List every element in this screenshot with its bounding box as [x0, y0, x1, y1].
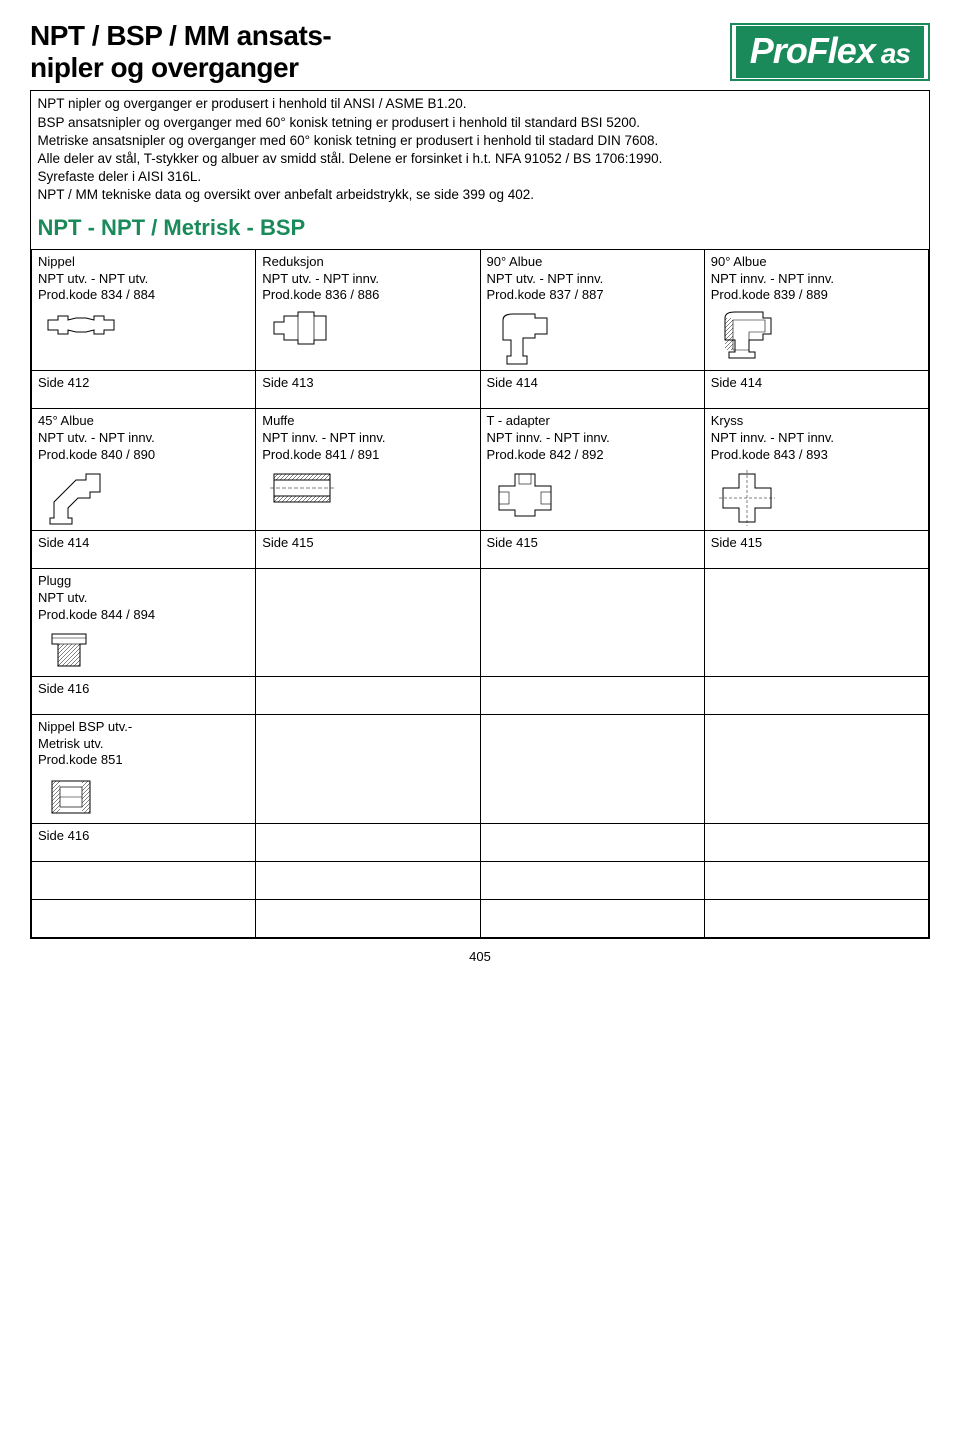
product-title: Muffe	[262, 413, 473, 430]
product-title: Nippel	[38, 254, 249, 271]
product-cell: Muffe NPT innv. - NPT innv. Prod.kode 84…	[256, 409, 480, 531]
nippel-icon	[46, 310, 116, 340]
product-sub2: Prod.kode 836 / 886	[262, 287, 473, 304]
product-cell: 45° Albue NPT utv. - NPT innv. Prod.kode…	[32, 409, 256, 531]
empty-cell	[256, 569, 480, 677]
product-cell: T - adapter NPT innv. - NPT innv. Prod.k…	[480, 409, 704, 531]
nippelbsp-icon	[46, 775, 96, 819]
header: NPT / BSP / MM ansats- nipler og overgan…	[30, 20, 930, 84]
product-sub2: Prod.kode 837 / 887	[487, 287, 698, 304]
albue45-icon	[46, 470, 106, 526]
side-ref: Side 415	[256, 531, 480, 569]
empty-cell	[704, 569, 928, 677]
product-sub1: NPT innv. - NPT innv.	[487, 430, 698, 447]
title-line1: NPT / BSP / MM ansats-	[30, 20, 331, 52]
empty-cell	[256, 862, 480, 900]
product-sub1: NPT innv. - NPT innv.	[262, 430, 473, 447]
muffe-icon	[270, 470, 334, 506]
empty-cell	[704, 676, 928, 714]
side-ref: Side 415	[704, 531, 928, 569]
empty-cell	[256, 676, 480, 714]
empty-cell	[480, 676, 704, 714]
side-ref: Side 412	[32, 371, 256, 409]
product-sub2: Prod.kode 840 / 890	[38, 447, 249, 464]
empty-cell	[32, 900, 256, 938]
side-ref: Side 414	[480, 371, 704, 409]
product-cell: Plugg NPT utv. Prod.kode 844 / 894	[32, 569, 256, 677]
product-sub2: Prod.kode 841 / 891	[262, 447, 473, 464]
product-title: Nippel BSP utv.-	[38, 719, 249, 736]
side-ref: Side 414	[32, 531, 256, 569]
title-line2: nipler og overganger	[30, 52, 331, 84]
section-subhead: NPT - NPT / Metrisk - BSP	[38, 215, 923, 241]
product-sub2: Prod.kode 839 / 889	[711, 287, 922, 304]
product-cell: Nippel NPT utv. - NPT utv. Prod.kode 834…	[32, 249, 256, 371]
side-ref: Side 413	[256, 371, 480, 409]
empty-cell	[704, 862, 928, 900]
empty-cell	[256, 824, 480, 862]
product-title: Kryss	[711, 413, 922, 430]
page-number: 405	[30, 939, 930, 968]
product-grid: NPT nipler og overganger er produsert i …	[31, 91, 929, 938]
empty-cell	[32, 862, 256, 900]
product-cell: Kryss NPT innv. - NPT innv. Prod.kode 84…	[704, 409, 928, 531]
kryss-icon	[719, 470, 775, 526]
tee-icon	[495, 470, 555, 520]
empty-cell	[704, 824, 928, 862]
product-sub2: Prod.kode 834 / 884	[38, 287, 249, 304]
product-sub1: Metrisk utv.	[38, 736, 249, 753]
logo-main: ProFlex	[750, 30, 875, 72]
product-cell: 90° Albue NPT innv. - NPT innv. Prod.kod…	[704, 249, 928, 371]
product-sub1: NPT innv. - NPT innv.	[711, 430, 922, 447]
empty-cell	[480, 569, 704, 677]
albue90ext-icon	[495, 310, 551, 366]
product-title: 45° Albue	[38, 413, 249, 430]
empty-cell	[480, 862, 704, 900]
empty-cell	[480, 714, 704, 824]
page-title: NPT / BSP / MM ansats- nipler og overgan…	[30, 20, 331, 84]
product-title: 90° Albue	[711, 254, 922, 271]
product-sub2: Prod.kode 851	[38, 752, 249, 769]
plugg-icon	[46, 630, 92, 672]
product-title: Reduksjon	[262, 254, 473, 271]
empty-cell	[480, 900, 704, 938]
product-sub1: NPT innv. - NPT innv.	[711, 271, 922, 288]
empty-cell	[704, 714, 928, 824]
logo-suffix: as	[881, 38, 910, 70]
empty-cell	[704, 900, 928, 938]
side-ref: Side 416	[32, 676, 256, 714]
product-sub1: NPT utv. - NPT innv.	[38, 430, 249, 447]
product-sub1: NPT utv. - NPT utv.	[38, 271, 249, 288]
reduksjon-icon	[270, 310, 330, 346]
product-sub2: Prod.kode 844 / 894	[38, 607, 249, 624]
product-sub2: Prod.kode 842 / 892	[487, 447, 698, 464]
intro-text: NPT nipler og overganger er produsert i …	[38, 95, 923, 204]
albue90int-icon	[719, 310, 775, 360]
product-sub2: Prod.kode 843 / 893	[711, 447, 922, 464]
empty-cell	[480, 824, 704, 862]
product-sub1: NPT utv. - NPT innv.	[262, 271, 473, 288]
empty-cell	[256, 714, 480, 824]
product-title: Plugg	[38, 573, 249, 590]
empty-cell	[256, 900, 480, 938]
product-title: T - adapter	[487, 413, 698, 430]
side-ref: Side 414	[704, 371, 928, 409]
logo: ProFlex as	[730, 23, 930, 81]
product-sub1: NPT utv.	[38, 590, 249, 607]
side-ref: Side 416	[32, 824, 256, 862]
side-ref: Side 415	[480, 531, 704, 569]
product-cell: Nippel BSP utv.- Metrisk utv. Prod.kode …	[32, 714, 256, 824]
product-sub1: NPT utv. - NPT innv.	[487, 271, 698, 288]
product-cell: Reduksjon NPT utv. - NPT innv. Prod.kode…	[256, 249, 480, 371]
product-title: 90° Albue	[487, 254, 698, 271]
product-cell: 90° Albue NPT utv. - NPT innv. Prod.kode…	[480, 249, 704, 371]
